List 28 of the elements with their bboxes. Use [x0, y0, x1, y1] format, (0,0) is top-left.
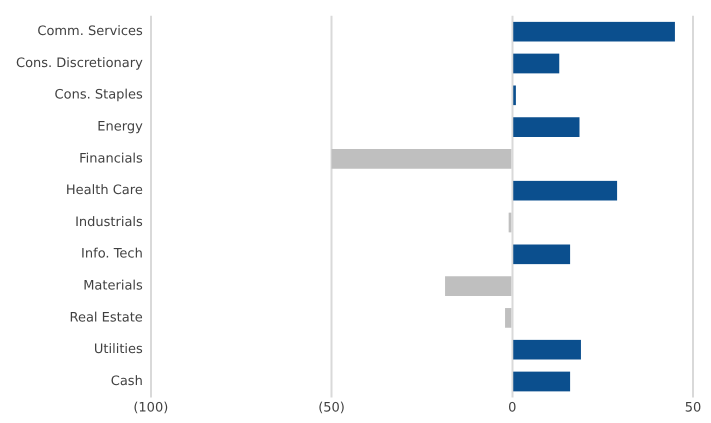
x-tick-label: (100): [133, 400, 168, 416]
y-tick-label: Comm. Services: [37, 24, 144, 40]
bar: [508, 212, 512, 232]
y-tick-label: Energy: [97, 119, 144, 134]
y-tick-label: Cons. Staples: [54, 88, 144, 103]
y-tick-label: Cons. Discretionary: [16, 56, 144, 71]
bar: [513, 180, 618, 201]
bar: [513, 244, 570, 264]
x-tick-label: 50: [684, 400, 702, 416]
bar: [445, 276, 512, 296]
y-tick-label: Info. Tech: [81, 246, 143, 262]
bar: [513, 372, 570, 392]
bar: [505, 308, 512, 328]
x-tick-label: (50): [318, 400, 345, 416]
y-tick-label: Industrials: [75, 214, 144, 230]
bar: [513, 22, 675, 42]
y-tick-label: Materials: [83, 278, 144, 294]
x-tick-label: 0: [508, 400, 516, 416]
y-tick-label: Utilities: [94, 342, 144, 358]
bar: [513, 117, 580, 137]
bar: [513, 54, 560, 74]
y-tick-label: Real Estate: [70, 310, 143, 326]
bar: [332, 149, 512, 169]
y-tick-label: Financials: [79, 151, 144, 166]
bar: [513, 85, 516, 106]
y-tick-label: Health Care: [66, 183, 143, 198]
bar: [513, 340, 581, 360]
y-tick-label: Cash: [110, 374, 143, 389]
